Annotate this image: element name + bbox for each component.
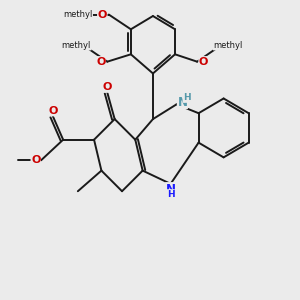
Text: O: O (96, 57, 106, 67)
Text: O: O (199, 57, 208, 67)
Text: methyl: methyl (62, 41, 91, 50)
Text: N: N (177, 95, 188, 109)
Text: O: O (98, 10, 107, 20)
Text: methyl: methyl (63, 10, 92, 19)
Text: O: O (103, 82, 112, 92)
Text: H: H (167, 190, 174, 199)
Text: N: N (166, 183, 176, 196)
Text: O: O (31, 155, 40, 165)
Text: O: O (48, 106, 58, 116)
Text: methyl: methyl (213, 41, 243, 50)
Text: H: H (183, 93, 190, 102)
